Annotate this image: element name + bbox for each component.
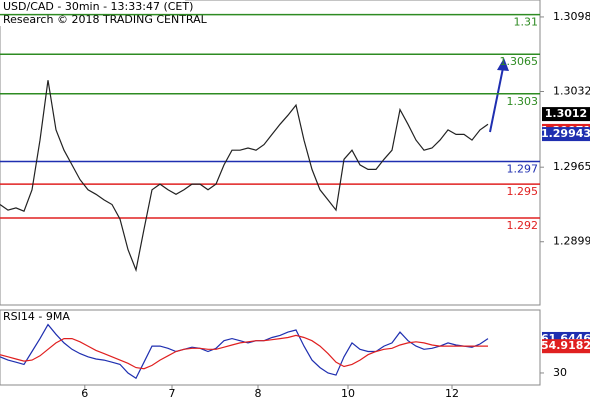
- price-panel: [0, 0, 541, 306]
- title-bg: [0, 0, 185, 26]
- y-tick-label: 1.2899: [553, 235, 590, 248]
- price-badge-label: 54.9182: [541, 339, 590, 352]
- x-tick-label: 12: [445, 387, 459, 400]
- projection-arrowhead: [497, 58, 509, 71]
- series-line: [0, 80, 489, 273]
- y-tick-label: 30: [553, 366, 567, 379]
- x-tick-label: 8: [255, 387, 262, 400]
- price-badge-label: 1.29943: [541, 127, 590, 140]
- y-tick-label: 1.3098: [553, 10, 590, 23]
- level-label: 1.295: [507, 185, 539, 198]
- chart-subtitle: Research © 2018 TRADING CENTRAL: [3, 13, 208, 26]
- level-label: 1.31: [514, 16, 539, 29]
- price-badge: [542, 339, 590, 354]
- series-line: [0, 334, 488, 370]
- level-label: 1.303: [507, 95, 539, 108]
- x-tick-label: 7: [169, 387, 176, 400]
- price-badge: [542, 107, 590, 122]
- level-label: 1.3065: [500, 55, 539, 68]
- projection-arrow: [489, 67, 504, 133]
- x-tick-label: 10: [341, 387, 355, 400]
- y-tick-label: 1.2965: [553, 160, 590, 173]
- level-label: 1.297: [507, 163, 539, 176]
- rsi-title: RSI14 - 9MA: [3, 310, 70, 323]
- price-badge-label: 1.3012: [545, 107, 587, 120]
- x-tick-label: 6: [81, 387, 88, 400]
- chart-title: USD/CAD - 30min - 13:33:47 (CET): [3, 0, 193, 13]
- price-badge: [542, 127, 590, 142]
- rsi-panel: [0, 309, 541, 386]
- level-label: 1.292: [507, 219, 539, 232]
- y-tick-label: 1.3032: [553, 85, 590, 98]
